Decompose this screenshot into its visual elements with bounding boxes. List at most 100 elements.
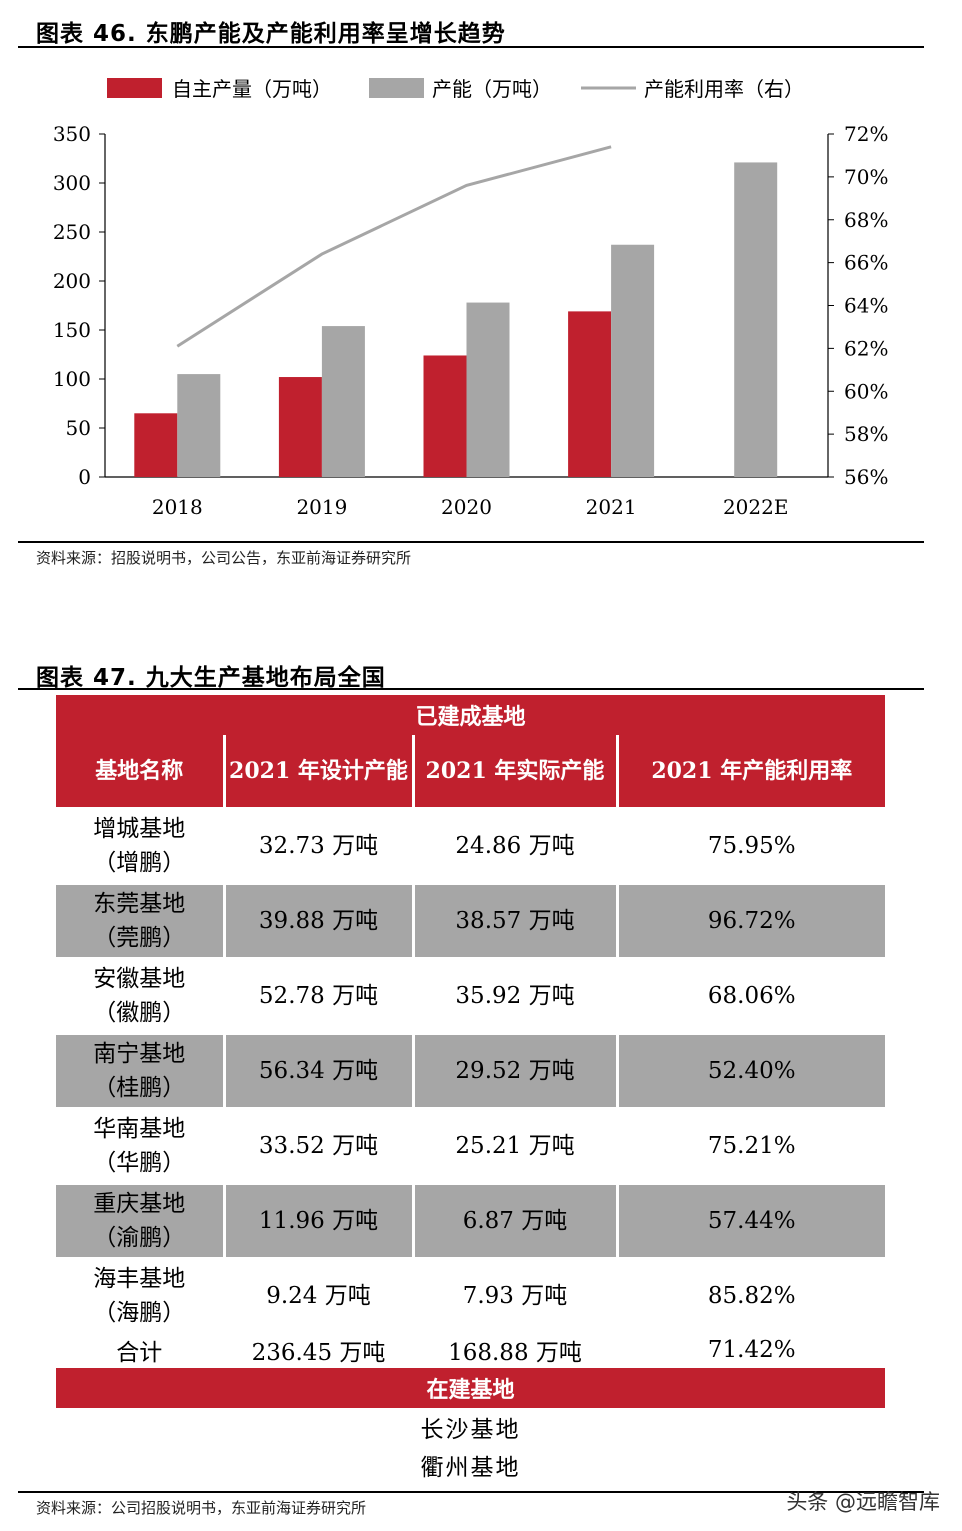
cell-design: 9.24 万吨: [222, 1257, 413, 1332]
category-label: 2018: [152, 495, 203, 519]
right-tick-label: 68%: [844, 208, 888, 232]
cell-design: 33.52 万吨: [222, 1107, 413, 1184]
cell-actual: 29.52 万吨: [411, 1032, 617, 1109]
figure-47-title: 图表 47. 九大生产基地布局全国: [36, 665, 386, 691]
right-tick-label: 72%: [844, 122, 888, 146]
utilization-line: [176, 145, 612, 348]
table-row: 海丰基地 （海鹏） 9.24 万吨 7.93 万吨 85.82%: [56, 1257, 886, 1332]
legend-label-capacity: 产能（万吨）: [432, 77, 552, 101]
cell-actual: 35.92 万吨: [411, 957, 617, 1034]
base-name-cell: 安徽基地 （徽鹏）: [56, 957, 224, 1034]
table-row: 增城基地 （增鹏） 32.73 万吨 24.86 万吨 75.95%: [56, 807, 886, 884]
cell-rate: 75.21%: [615, 1107, 886, 1184]
legend-label-utilization: 产能利用率（右）: [644, 77, 804, 101]
table-row: 东莞基地 （莞鹏） 39.88 万吨 38.57 万吨 96.72%: [56, 882, 886, 959]
cell-actual: 7.93 万吨: [411, 1257, 617, 1332]
total-actual: 168.88 万吨: [411, 1332, 617, 1368]
legend-swatch-production: [107, 78, 162, 98]
table-row: 南宁基地 （桂鹏） 56.34 万吨 29.52 万吨 52.40%: [56, 1032, 886, 1109]
col-header-actual: 2021 年实际产能: [411, 735, 617, 809]
construction-base-quzhou: 衢州基地: [420, 1455, 521, 1481]
base-name-cell: 华南基地 （华鹏）: [56, 1107, 224, 1184]
base-name: 海丰基地: [93, 1266, 186, 1292]
base-name-cell: 海丰基地 （海鹏）: [56, 1257, 224, 1332]
category-label: 2022E: [723, 495, 789, 519]
total-label: 合计: [116, 1340, 163, 1366]
built-bases-header: 已建成基地: [56, 695, 886, 735]
right-tick-label: 58%: [844, 422, 888, 446]
base-name-cell: 增城基地 （增鹏）: [56, 807, 224, 884]
figure-46-source: 资料来源：招股说明书，公司公告，东亚前海证券研究所: [36, 549, 412, 567]
col-header-name: 基地名称: [56, 735, 224, 809]
table-row: 华南基地 （华鹏） 33.52 万吨 25.21 万吨 75.21%: [56, 1107, 886, 1184]
cell-design: 32.73 万吨: [222, 807, 413, 884]
cell-actual: 38.57 万吨: [411, 882, 617, 959]
right-tick-label: 70%: [844, 165, 888, 189]
base-name: 华南基地: [93, 1116, 186, 1142]
category-label: 2021: [586, 495, 637, 519]
base-name-cell: 南宁基地 （桂鹏）: [56, 1032, 224, 1109]
construction-header: 在建基地: [56, 1368, 886, 1408]
table-body: 增城基地 （增鹏） 32.73 万吨 24.86 万吨 75.95% 东莞基地 （莞鹏） 39…: [56, 807, 886, 1332]
category-label: 2019: [296, 495, 347, 519]
bases-table: 已建成基地 基地名称 2021 年设计产能 2021 年实际产能 2021 年产…: [56, 695, 886, 1484]
base-subsidiary: （海鹏）: [93, 1300, 186, 1326]
production-bar: [278, 377, 322, 477]
right-tick-label: 62%: [844, 336, 888, 360]
cell-design: 11.96 万吨: [222, 1182, 413, 1259]
legend-label-production: 自主产量（万吨）: [172, 77, 332, 101]
category-label: 2020: [441, 495, 492, 519]
cell-design: 56.34 万吨: [222, 1032, 413, 1109]
base-name: 安徽基地: [93, 966, 186, 992]
cell-rate: 75.95%: [615, 807, 886, 884]
base-name: 南宁基地: [93, 1041, 186, 1067]
table-row: 重庆基地 （渝鹏） 11.96 万吨 6.87 万吨 57.44%: [56, 1182, 886, 1259]
capacity-bar: [734, 162, 778, 478]
base-name-cell: 东莞基地 （莞鹏）: [56, 882, 224, 959]
left-tick-label: 350: [53, 122, 91, 146]
figure-46-title: 图表 46. 东鹏产能及产能利用率呈增长趋势: [36, 21, 506, 47]
capacity-bar: [611, 244, 655, 477]
capacity-bar: [177, 374, 221, 477]
left-tick-label: 50: [66, 416, 91, 440]
cell-rate: 85.82%: [615, 1257, 886, 1332]
cell-actual: 6.87 万吨: [411, 1182, 617, 1259]
watermark: 头条 @远瞻智库: [786, 1490, 940, 1514]
total-row: 合计 236.45 万吨 168.88 万吨 71.42%: [56, 1332, 886, 1368]
base-subsidiary: （徽鹏）: [93, 1000, 186, 1026]
right-tick-label: 60%: [844, 379, 888, 403]
table-row: 安徽基地 （徽鹏） 52.78 万吨 35.92 万吨 68.06%: [56, 957, 886, 1034]
production-bar: [423, 355, 467, 477]
left-tick-label: 100: [53, 367, 91, 391]
cell-design: 39.88 万吨: [222, 882, 413, 959]
cell-actual: 25.21 万吨: [411, 1107, 617, 1184]
cell-actual: 24.86 万吨: [411, 807, 617, 884]
capacity-chart: 0 50 100 150 200 250 300 350 56% 58% 60% 62% 64% 66% 6…: [53, 77, 889, 519]
right-tick-label: 56%: [844, 465, 888, 489]
legend-swatch-capacity: [369, 78, 424, 98]
total-rate: 71.42%: [615, 1332, 886, 1368]
right-tick-label: 64%: [844, 294, 888, 318]
left-tick-label: 150: [53, 318, 91, 342]
left-tick-label: 200: [53, 269, 91, 293]
base-name: 增城基地: [93, 816, 186, 842]
cell-design: 52.78 万吨: [222, 957, 413, 1034]
base-subsidiary: （增鹏）: [93, 850, 186, 876]
title-rule-2: [18, 688, 924, 690]
left-tick-label: 0: [78, 465, 91, 489]
cell-rate: 68.06%: [615, 957, 886, 1034]
chart-bottom-rule: [18, 541, 924, 543]
production-bar: [134, 413, 178, 477]
base-subsidiary: （桂鹏）: [93, 1075, 186, 1101]
base-subsidiary: （莞鹏）: [93, 925, 186, 951]
total-design: 236.45 万吨: [222, 1332, 413, 1368]
cell-rate: 96.72%: [615, 882, 886, 959]
col-header-actual-text: 2021 年实际产能: [425, 758, 605, 784]
col-header-design: 2021 年设计产能: [222, 735, 413, 809]
base-subsidiary: （华鹏）: [93, 1150, 186, 1176]
cell-rate: 52.40%: [615, 1032, 886, 1109]
base-name-cell: 重庆基地 （渝鹏）: [56, 1182, 224, 1259]
right-tick-label: 66%: [844, 251, 888, 275]
production-bar: [568, 311, 612, 477]
cell-rate: 57.44%: [615, 1182, 886, 1259]
